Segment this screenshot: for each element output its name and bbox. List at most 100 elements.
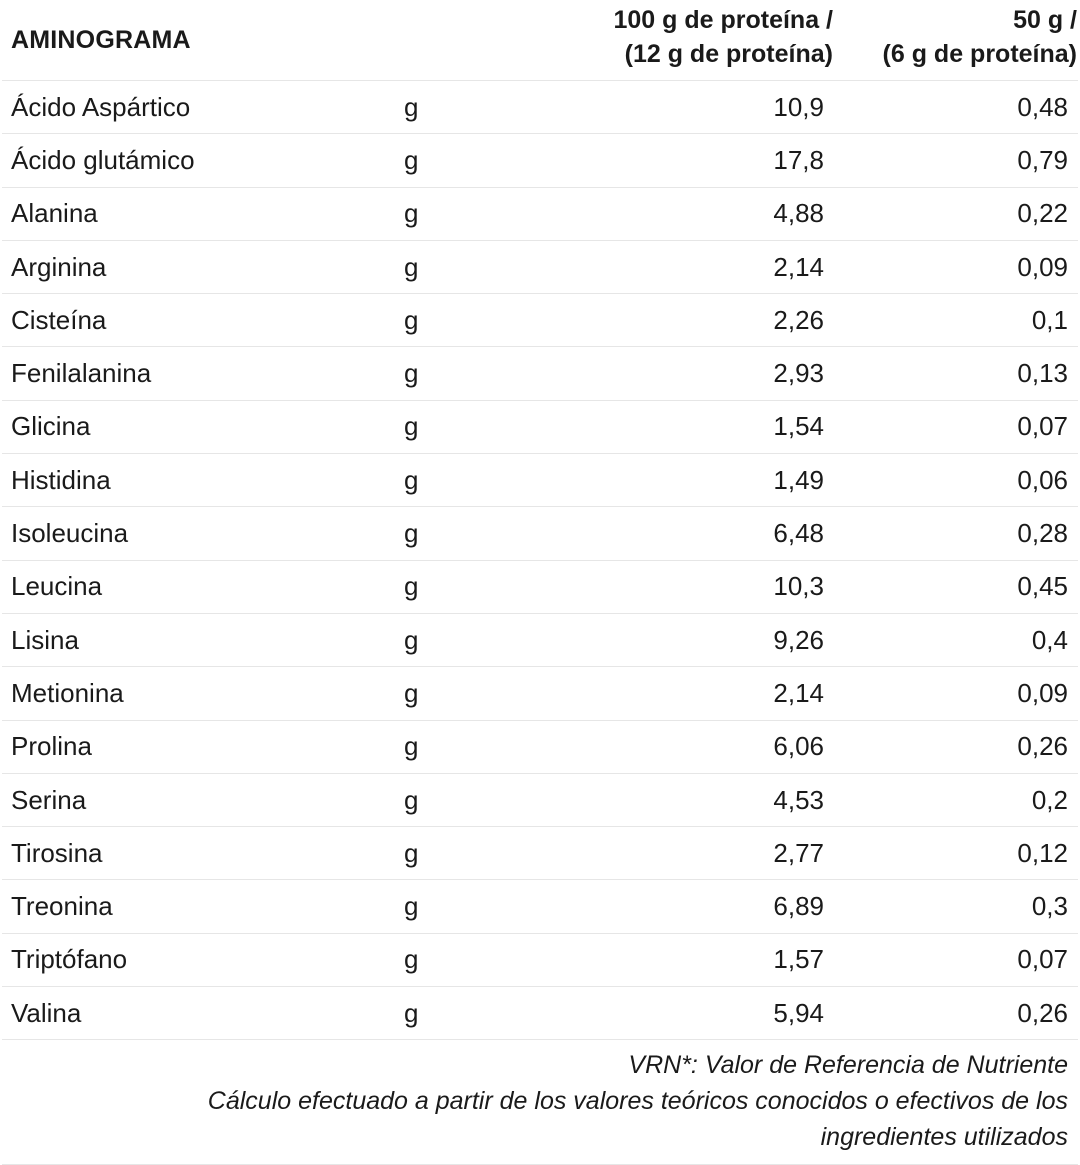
value-100g-cell: 6,48 xyxy=(773,518,824,549)
table-row: Treonina g 6,89 0,3 xyxy=(2,880,1078,934)
unit-cell: g xyxy=(404,464,419,495)
unit-cell: g xyxy=(404,624,419,655)
value-100g-cell: 6,89 xyxy=(773,891,824,922)
value-100g-cell: 6,06 xyxy=(773,731,824,762)
value-50g-cell: 0,1 xyxy=(1031,304,1068,335)
value-100g-cell: 1,54 xyxy=(773,411,824,442)
unit-cell: g xyxy=(404,518,419,549)
value-100g-cell: 2,14 xyxy=(773,677,824,708)
value-50g-cell: 0,07 xyxy=(1017,944,1068,975)
table-title: AMINOGRAMA xyxy=(11,25,191,54)
amino-acid-name: Valina xyxy=(11,997,82,1028)
amino-acid-name: Tirosina xyxy=(11,837,103,868)
unit-cell: g xyxy=(404,891,419,922)
table-row: Lisina g 9,26 0,4 xyxy=(2,614,1078,668)
unit-cell: g xyxy=(404,91,419,122)
unit-cell: g xyxy=(404,837,419,868)
unit-cell: g xyxy=(404,198,419,229)
value-100g-cell: 10,9 xyxy=(773,91,824,122)
amino-acid-name: Glicina xyxy=(11,411,91,442)
amino-acid-name: Prolina xyxy=(11,731,92,762)
value-100g-cell: 17,8 xyxy=(773,144,824,175)
amino-acid-name: Treonina xyxy=(11,891,113,922)
amino-acid-name: Leucina xyxy=(11,571,103,602)
value-100g-cell: 4,88 xyxy=(773,198,824,229)
unit-cell: g xyxy=(404,677,419,708)
column-header-100g-line2: (12 g de proteína) xyxy=(624,40,833,68)
table-row: Triptófano g 1,57 0,07 xyxy=(2,934,1078,988)
value-50g-cell: 0,48 xyxy=(1017,91,1068,122)
value-50g-cell: 0,12 xyxy=(1017,837,1068,868)
amino-acid-name: Ácido Aspártico xyxy=(11,91,191,122)
value-50g-cell: 0,09 xyxy=(1017,251,1068,282)
unit-cell: g xyxy=(404,571,419,602)
amino-acid-name: Cisteína xyxy=(11,304,107,335)
amino-acid-name: Arginina xyxy=(11,251,107,282)
table-row: Cisteína g 2,26 0,1 xyxy=(2,294,1078,348)
amino-acid-name: Ácido glutámico xyxy=(11,144,195,175)
unit-cell: g xyxy=(404,358,419,389)
column-header-50g-line1: 50 g / xyxy=(1013,6,1077,34)
value-50g-cell: 0,26 xyxy=(1017,731,1068,762)
column-header-50g: 50 g / (6 g de proteína) xyxy=(833,0,1077,80)
unit-cell: g xyxy=(404,784,419,815)
value-50g-cell: 0,13 xyxy=(1017,358,1068,389)
table-row: Tirosina g 2,77 0,12 xyxy=(2,827,1078,881)
column-header-50g-line2: (6 g de proteína) xyxy=(882,40,1077,68)
table-row: Alanina g 4,88 0,22 xyxy=(2,188,1078,241)
value-50g-cell: 0,28 xyxy=(1017,518,1068,549)
value-50g-cell: 0,09 xyxy=(1017,677,1068,708)
value-50g-cell: 0,22 xyxy=(1017,198,1068,229)
value-50g-cell: 0,26 xyxy=(1017,997,1068,1028)
value-100g-cell: 2,77 xyxy=(773,837,824,868)
table-row: Serina g 4,53 0,2 xyxy=(2,774,1078,828)
value-50g-cell: 0,4 xyxy=(1031,624,1068,655)
table-row: Metionina g 2,14 0,09 xyxy=(2,667,1078,721)
amino-acid-name: Triptófano xyxy=(11,944,128,975)
vrn-note: VRN*: Valor de Referencia de Nutriente xyxy=(628,1051,1068,1080)
table-row: Leucina g 10,3 0,45 xyxy=(2,561,1078,614)
table-row: Isoleucina g 6,48 0,28 xyxy=(2,507,1078,561)
value-100g-cell: 4,53 xyxy=(773,784,824,815)
table-row: Ácido glutámico g 17,8 0,79 xyxy=(2,134,1078,188)
value-100g-cell: 2,14 xyxy=(773,251,824,282)
value-50g-cell: 0,79 xyxy=(1017,144,1068,175)
table-row: Valina g 5,94 0,26 xyxy=(2,987,1078,1041)
table-row: Fenilalanina g 2,93 0,13 xyxy=(2,347,1078,401)
table-footer: VRN*: Valor de Referencia de Nutriente C… xyxy=(2,1040,1078,1165)
value-50g-cell: 0,06 xyxy=(1017,464,1068,495)
amino-acid-name: Serina xyxy=(11,784,87,815)
unit-cell: g xyxy=(404,144,419,175)
amino-acid-name: Isoleucina xyxy=(11,518,129,549)
amino-acid-name: Lisina xyxy=(11,624,79,655)
calculation-note: Cálculo efectuado a partir de los valore… xyxy=(207,1087,1068,1152)
value-50g-cell: 0,07 xyxy=(1017,411,1068,442)
table-row: Ácido Aspártico g 10,9 0,48 xyxy=(2,81,1078,135)
value-100g-cell: 1,49 xyxy=(773,464,824,495)
unit-cell: g xyxy=(404,251,419,282)
amino-acid-name: Histidina xyxy=(11,464,111,495)
value-100g-cell: 2,93 xyxy=(773,358,824,389)
unit-cell: g xyxy=(404,944,419,975)
unit-cell: g xyxy=(404,731,419,762)
value-100g-cell: 1,57 xyxy=(773,944,824,975)
amino-acid-name: Fenilalanina xyxy=(11,358,152,389)
table-row: Glicina g 1,54 0,07 xyxy=(2,401,1078,455)
unit-cell: g xyxy=(404,997,419,1028)
value-100g-cell: 9,26 xyxy=(773,624,824,655)
value-50g-cell: 0,45 xyxy=(1017,571,1068,602)
value-100g-cell: 5,94 xyxy=(773,997,824,1028)
table-row: Prolina g 6,06 0,26 xyxy=(2,721,1078,774)
table-header: AMINOGRAMA 100 g de proteína / (12 g de … xyxy=(2,0,1078,81)
unit-cell: g xyxy=(404,304,419,335)
amino-acid-name: Alanina xyxy=(11,198,98,229)
table-row: Arginina g 2,14 0,09 xyxy=(2,241,1078,295)
table-row: Histidina g 1,49 0,06 xyxy=(2,454,1078,508)
unit-cell: g xyxy=(404,411,419,442)
value-100g-cell: 10,3 xyxy=(773,571,824,602)
amino-acid-name: Metionina xyxy=(11,677,124,708)
unit-header xyxy=(411,0,511,80)
column-header-100g: 100 g de proteína / (12 g de proteína) xyxy=(511,0,833,80)
value-50g-cell: 0,2 xyxy=(1031,784,1068,815)
